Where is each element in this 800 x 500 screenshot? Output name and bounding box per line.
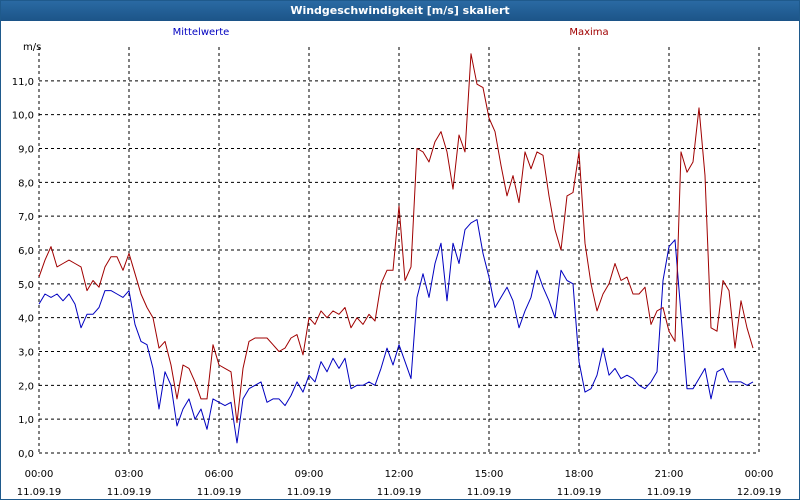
y-tick-label: 0,0 <box>18 449 34 460</box>
x-tick-time: 18:00 <box>565 469 594 480</box>
y-tick-label: 4,0 <box>18 314 34 325</box>
series-line-maxima <box>38 53 754 424</box>
series-line-mittelwerte <box>38 219 754 444</box>
legend-label-mittelwerte: Mittelwerte <box>173 27 230 38</box>
x-tick-time: 06:00 <box>205 469 234 480</box>
y-tick-label: 10,0 <box>12 111 34 122</box>
x-tick-time: 03:00 <box>115 469 144 480</box>
x-tick-time: 12:00 <box>385 469 414 480</box>
y-tick-label: 9,0 <box>18 145 34 156</box>
x-tick-date: 11.09.19 <box>467 487 512 498</box>
x-tick-date: 11.09.19 <box>557 487 602 498</box>
x-tick-date: 11.09.19 <box>107 487 152 498</box>
x-tick-date: 12.09.19 <box>737 487 782 498</box>
y-tick-label: 7,0 <box>18 212 34 223</box>
chart-legend: Mittelwerte Maxima <box>173 27 609 38</box>
series-lines <box>38 53 754 444</box>
y-tick-label: 8,0 <box>18 178 34 189</box>
x-tick-date: 11.09.19 <box>197 487 242 498</box>
y-tick-label: 3,0 <box>18 348 34 359</box>
y-axis-ticks: 0,0 1,0 2,0 3,0 4,0 5,0 6,0 7,0 8,0 9,0 10,0 11,0 <box>12 77 34 460</box>
chart-grid <box>38 47 760 454</box>
x-tick-time: 15:00 <box>475 469 504 480</box>
x-tick-date: 11.09.19 <box>647 487 692 498</box>
y-tick-label: 6,0 <box>18 246 34 257</box>
x-tick-time: 00:00 <box>25 469 54 480</box>
window-title: Windgeschwindigkeit [m/s] skaliert <box>1 1 799 21</box>
wind-speed-chart: 0,0 1,0 2,0 3,0 4,0 5,0 6,0 7,0 8,0 9,0 10,0 11,0 0… <box>12 27 782 498</box>
x-tick-date: 11.09.19 <box>17 487 62 498</box>
y-tick-label: 1,0 <box>18 415 34 426</box>
y-tick-label: 5,0 <box>18 280 34 291</box>
y-tick-label: 2,0 <box>18 381 34 392</box>
x-tick-time: 21:00 <box>655 469 684 480</box>
x-tick-time: 00:00 <box>745 469 774 480</box>
legend-label-maxima: Maxima <box>569 27 608 38</box>
x-tick-date: 11.09.19 <box>377 487 422 498</box>
x-tick-date: 11.09.19 <box>287 487 332 498</box>
y-axis-unit: m/s <box>23 42 41 53</box>
y-tick-label: 11,0 <box>12 77 34 88</box>
x-axis-ticks: 00:00 11.09.19 03:00 11.09.19 06:00 11.09.19 0… <box>17 469 782 498</box>
x-tick-time: 09:00 <box>295 469 324 480</box>
